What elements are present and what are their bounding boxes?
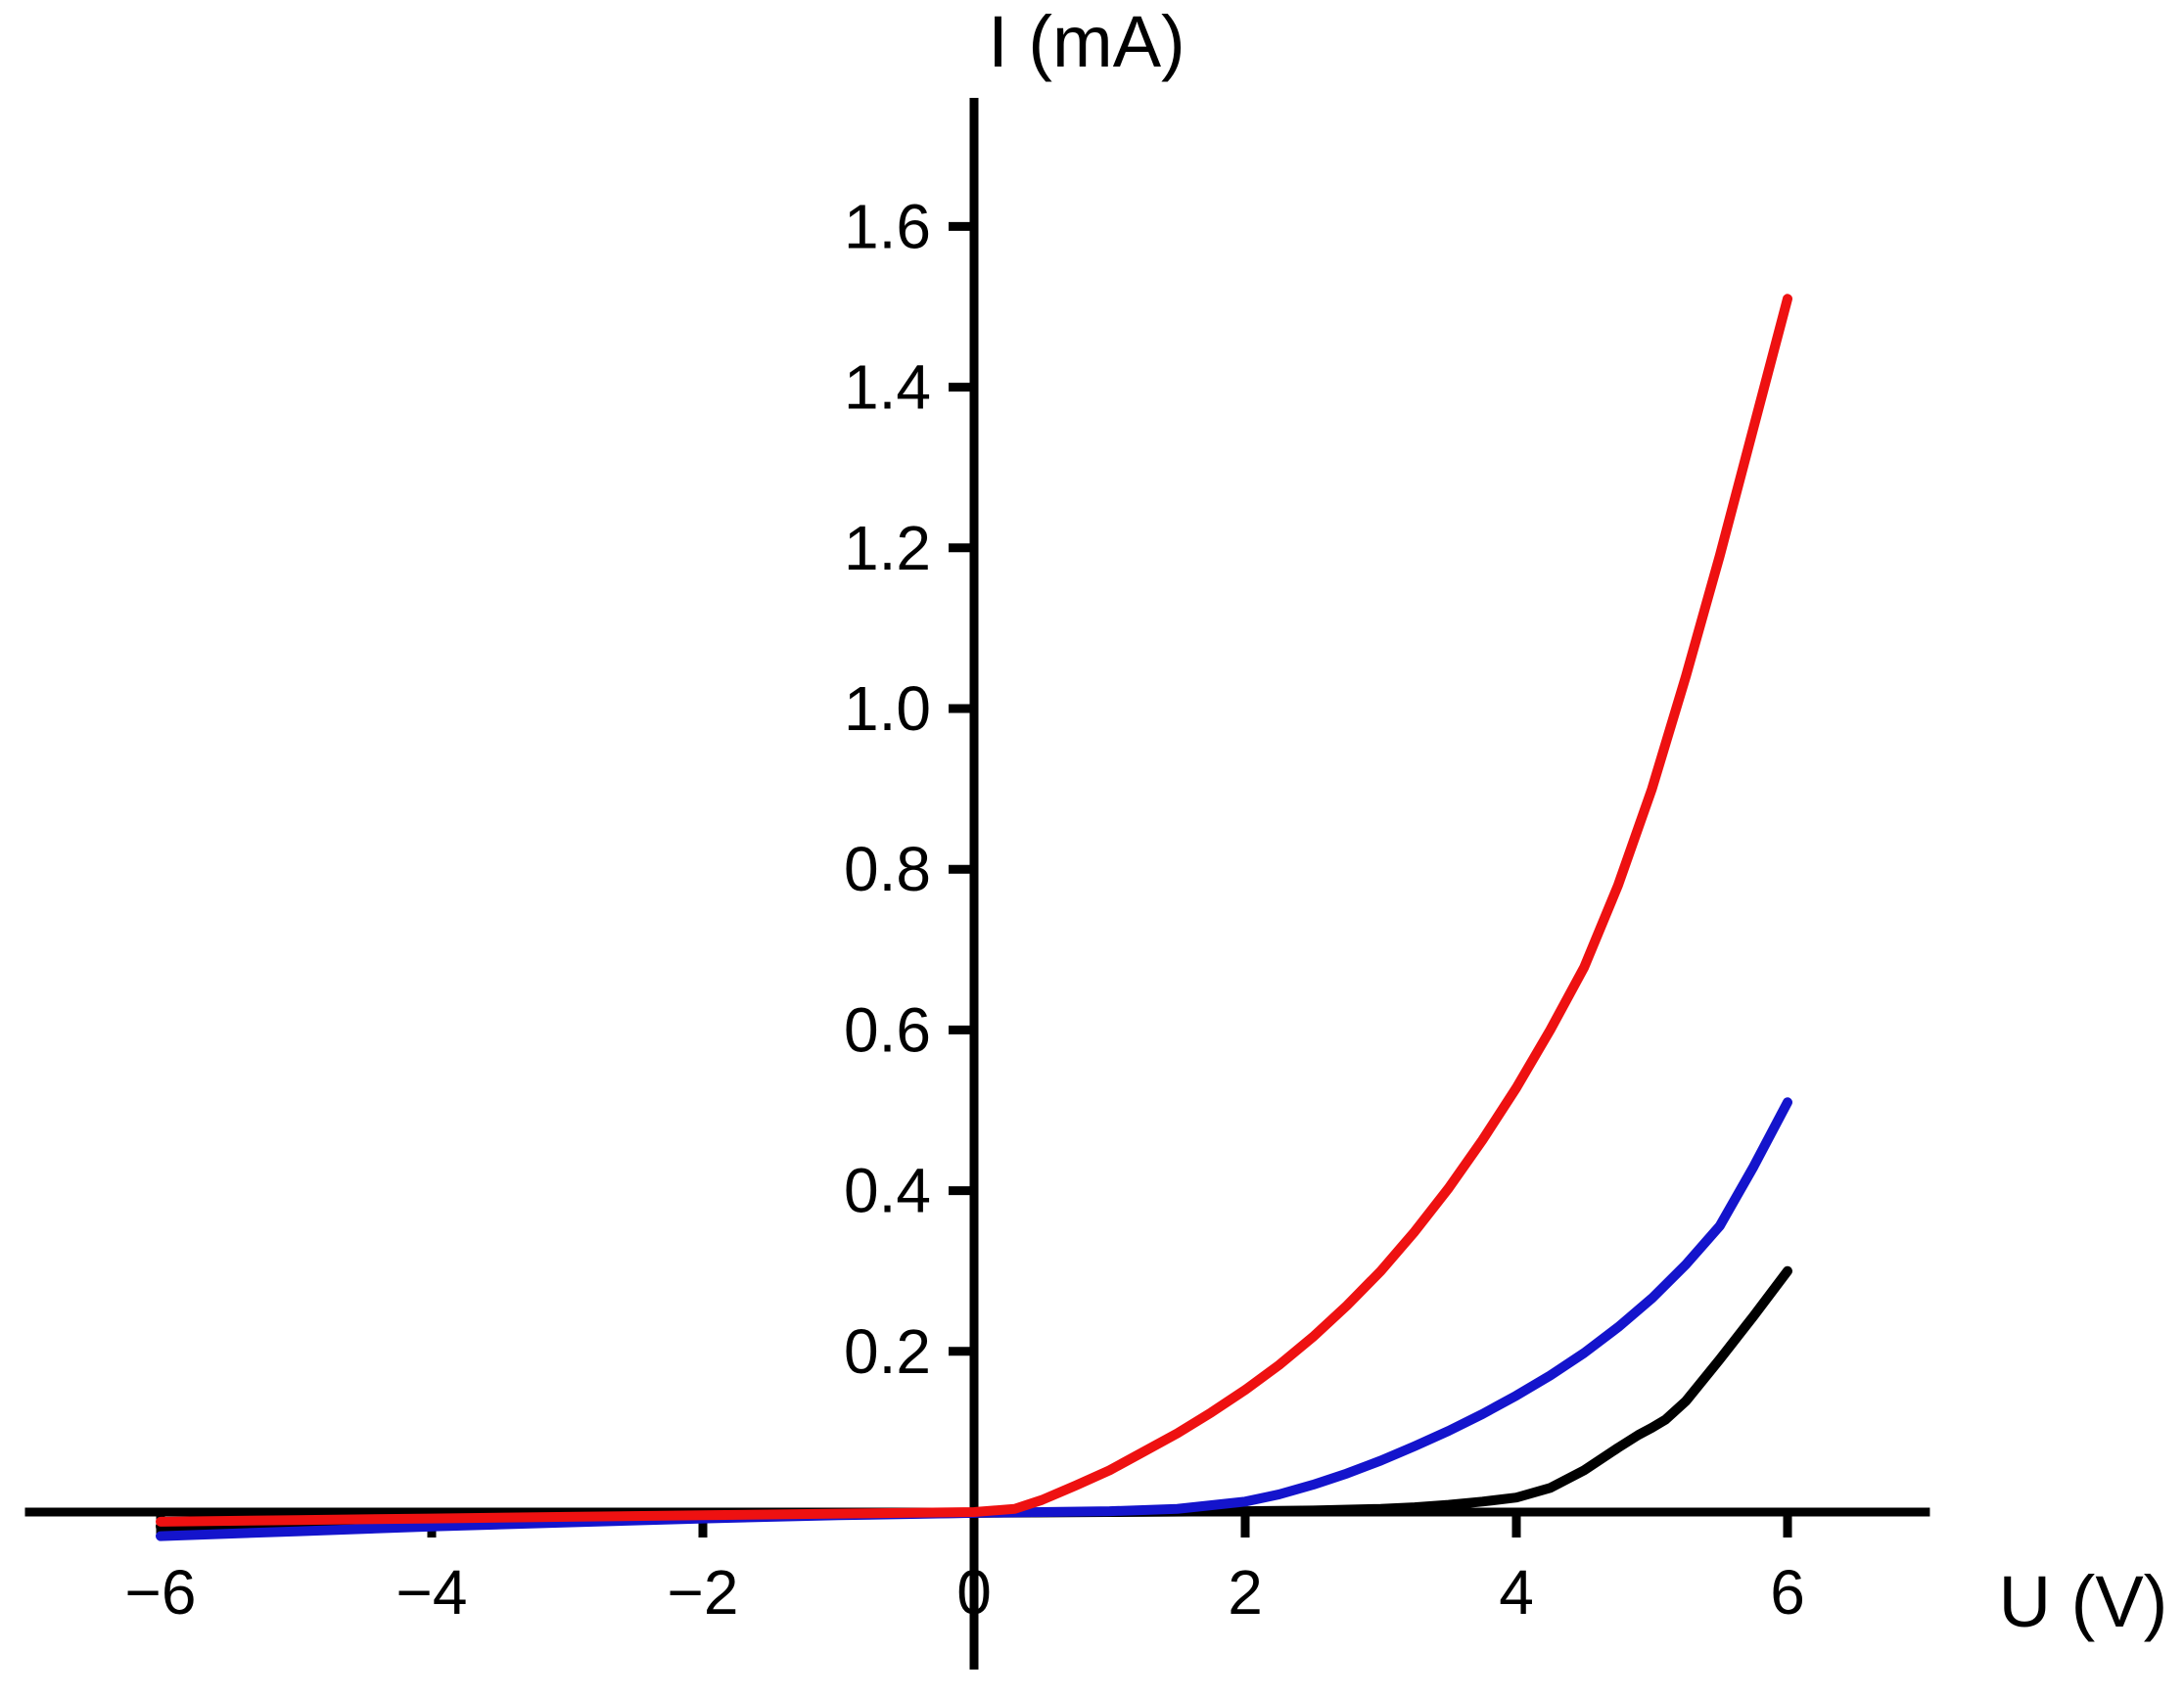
x-tick-label: 0	[956, 1557, 992, 1628]
x-tick-label: −6	[125, 1557, 197, 1628]
x-tick-label: 4	[1499, 1557, 1534, 1628]
y-tick-label: 0.2	[844, 1316, 931, 1387]
x-tick-label: 2	[1228, 1557, 1263, 1628]
y-tick-label: 1.4	[844, 352, 931, 423]
y-tick-label: 1.2	[844, 513, 931, 583]
y-tick-label: 1.0	[844, 673, 931, 744]
series-line-red-curve	[156, 294, 1792, 1527]
x-tick-label: −4	[396, 1557, 468, 1628]
y-tick-label: 0.6	[844, 994, 931, 1065]
x-axis-title: U (V)	[1999, 1561, 2168, 1642]
y-tick-label: 0.8	[844, 834, 931, 904]
x-tick-label: 6	[1770, 1557, 1805, 1628]
y-axis-title: I (mA)	[988, 1, 1185, 82]
y-tick-label: 0.4	[844, 1156, 931, 1226]
x-tick-label: −2	[668, 1557, 739, 1628]
y-tick-label: 1.6	[844, 191, 931, 261]
plot-layer: −6 −4 −2 0 2 4 6 0.2 0.4 0.6 0.8 1.0 1.2 1.4 1.6	[24, 98, 1930, 1670]
